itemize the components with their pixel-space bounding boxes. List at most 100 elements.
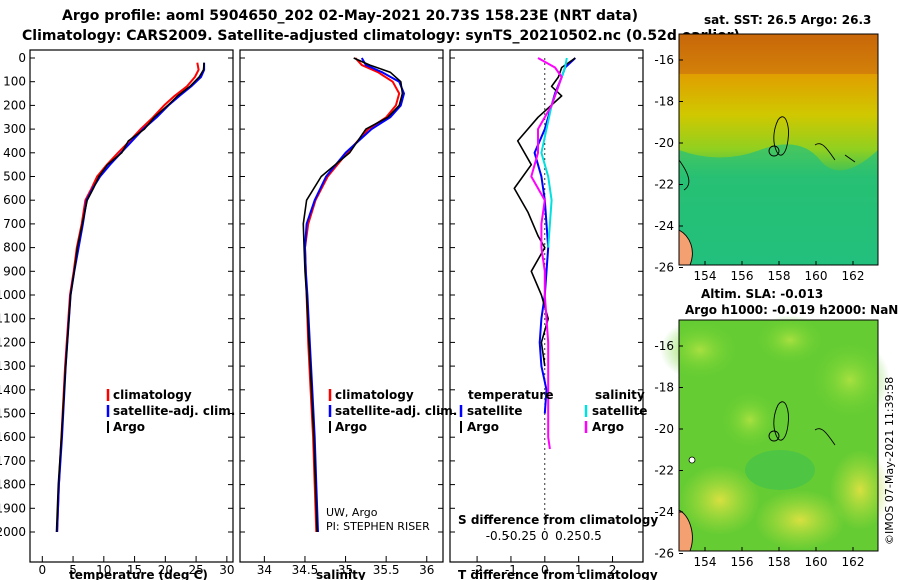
difference-panel-frame: [449, 49, 644, 563]
map-y-tick-label: -22: [654, 178, 674, 192]
series-line-s-argo: [530, 57, 563, 450]
difference-lines: [513, 57, 576, 450]
top-tick-label: 0.25: [555, 529, 582, 543]
salinity-panel-frame: [239, 49, 444, 563]
series-line-satellite-adj-clim-: [304, 57, 405, 533]
legend-satellite-label: satellite-adj. clim.: [113, 404, 235, 418]
difference-top-xlabel: S difference from climatology: [458, 513, 658, 527]
legend-climatology-label: climatology: [335, 388, 414, 402]
legend-climatology-label: climatology: [113, 388, 192, 402]
sst-map: [678, 34, 878, 266]
y-tick-label: 1600: [0, 430, 26, 444]
x-tick-label: 5: [69, 563, 77, 577]
header-line2: Climatology: CARS2009. Satellite-adjuste…: [22, 28, 740, 44]
sla-map-ticks: 154 156 158 160 162 -16 -18 -20 -22 -24 -26: [654, 339, 864, 569]
legend-argo-label: Argo: [113, 420, 145, 434]
map-x-tick-label: 162: [842, 269, 865, 283]
x-tick-label: 20: [158, 563, 173, 577]
sla-blob: [755, 315, 825, 365]
sla-title-1: Altim. SLA: -0.013: [701, 287, 823, 301]
y-tick-label: 900: [3, 264, 26, 278]
map-x-tick-label: 154: [694, 555, 717, 569]
sla-map: [660, 315, 890, 552]
map-y-tick-label: -26: [654, 261, 674, 275]
salinity-axes: 34 34.5 35 35.5 36: [240, 57, 443, 577]
y-tick-label: 1200: [0, 335, 26, 349]
series-line-argo: [55, 62, 205, 533]
y-tick-label: 400: [3, 146, 26, 160]
argo-float-marker: [688, 456, 696, 464]
x-tick-label: 35: [338, 563, 353, 577]
top-tick-label: 0.5: [583, 529, 602, 543]
sla-blob: [660, 320, 740, 380]
x-tick-label: 0: [541, 563, 549, 577]
x-tick-label: 36: [419, 563, 434, 577]
y-tick-label: 700: [3, 217, 26, 231]
legend-satellite-label: satellite-adj. clim.: [335, 404, 457, 418]
legend-salinity-title: salinity: [595, 388, 645, 402]
series-line-climatology: [304, 57, 401, 533]
map-y-tick-label: -16: [654, 53, 674, 67]
legend-argo-label: Argo: [335, 420, 367, 434]
sst-warm-band: [679, 34, 878, 74]
x-tick-label: 25: [188, 563, 203, 577]
map-x-tick-label: 156: [731, 269, 754, 283]
x-tick-label: 34.5: [292, 563, 319, 577]
x-tick-label: 30: [219, 563, 234, 577]
map-x-tick-label: 162: [842, 555, 865, 569]
difference-axes: -2 -1 0 1 2 -0.5-0.25 0 0.25 0.5: [450, 57, 643, 577]
legend-temperature-title: temperature: [468, 388, 553, 402]
temperature-axes: 0 5 10 15 20 25 300100200300400500600700800900…: [0, 51, 234, 577]
map-x-tick-label: 158: [768, 555, 791, 569]
coastline-west: [678, 159, 690, 191]
map-y-tick-label: -22: [654, 464, 674, 478]
map-y-tick-label: -24: [654, 505, 674, 519]
difference-xlabel: T difference from climatology: [458, 568, 658, 580]
series-line-argo: [302, 57, 404, 533]
salinity-xlabel: salinity: [316, 568, 366, 580]
y-tick-label: 500: [3, 170, 26, 184]
coastline-east: [814, 428, 836, 446]
y-tick-label: 300: [3, 122, 26, 136]
x-tick-label: 35.5: [373, 563, 400, 577]
difference-legend: temperature salinity satellite Argo sate…: [459, 388, 647, 434]
sla-blob: [810, 340, 890, 420]
series-line-s-satellite: [540, 57, 568, 248]
x-tick-label: 15: [127, 563, 142, 577]
sla-title-2: Argo h1000: -0.019 h2000: NaN: [685, 303, 898, 317]
coastline-east: [814, 143, 856, 163]
x-tick-label: 10: [96, 563, 111, 577]
sla-blob: [680, 465, 760, 535]
map-x-tick-label: 160: [805, 555, 828, 569]
legend-t-argo-label: Argo: [467, 420, 499, 434]
map-y-tick-label: -18: [654, 381, 674, 395]
x-tick-label: -2: [471, 563, 483, 577]
y-tick-label: 1800: [0, 478, 26, 492]
coastline-new-caledonia: [773, 401, 789, 441]
y-tick-label: 2000: [0, 525, 26, 539]
map-y-tick-label: -24: [654, 219, 674, 233]
x-tick-label: 2: [609, 563, 617, 577]
pi-line1: UW, Argo: [326, 506, 378, 519]
legend-s-satellite-label: satellite: [592, 404, 647, 418]
sst-map-title: sat. SST: 26.5 Argo: 26.3: [704, 13, 871, 27]
map-y-tick-label: -20: [654, 422, 674, 436]
legend-s-argo-label: Argo: [592, 420, 624, 434]
map-y-tick-label: -18: [654, 95, 674, 109]
sst-cool-region: [679, 144, 878, 265]
y-tick-label: 1900: [0, 501, 26, 515]
y-tick-label: 1700: [0, 454, 26, 468]
x-tick-label: 1: [575, 563, 583, 577]
y-tick-label: 800: [3, 241, 26, 255]
y-tick-label: 1400: [0, 383, 26, 397]
map-y-tick-label: -26: [654, 547, 674, 561]
map-x-tick-label: 154: [694, 269, 717, 283]
salinity-legend: climatology satellite-adj. clim. Argo: [328, 388, 457, 434]
salinity-lines: [302, 57, 405, 533]
legend-t-satellite-label: satellite: [467, 404, 522, 418]
y-tick-label: 100: [3, 75, 26, 89]
map-x-tick-label: 160: [805, 269, 828, 283]
sla-blob: [720, 390, 780, 450]
map-y-tick-label: -16: [654, 339, 674, 353]
